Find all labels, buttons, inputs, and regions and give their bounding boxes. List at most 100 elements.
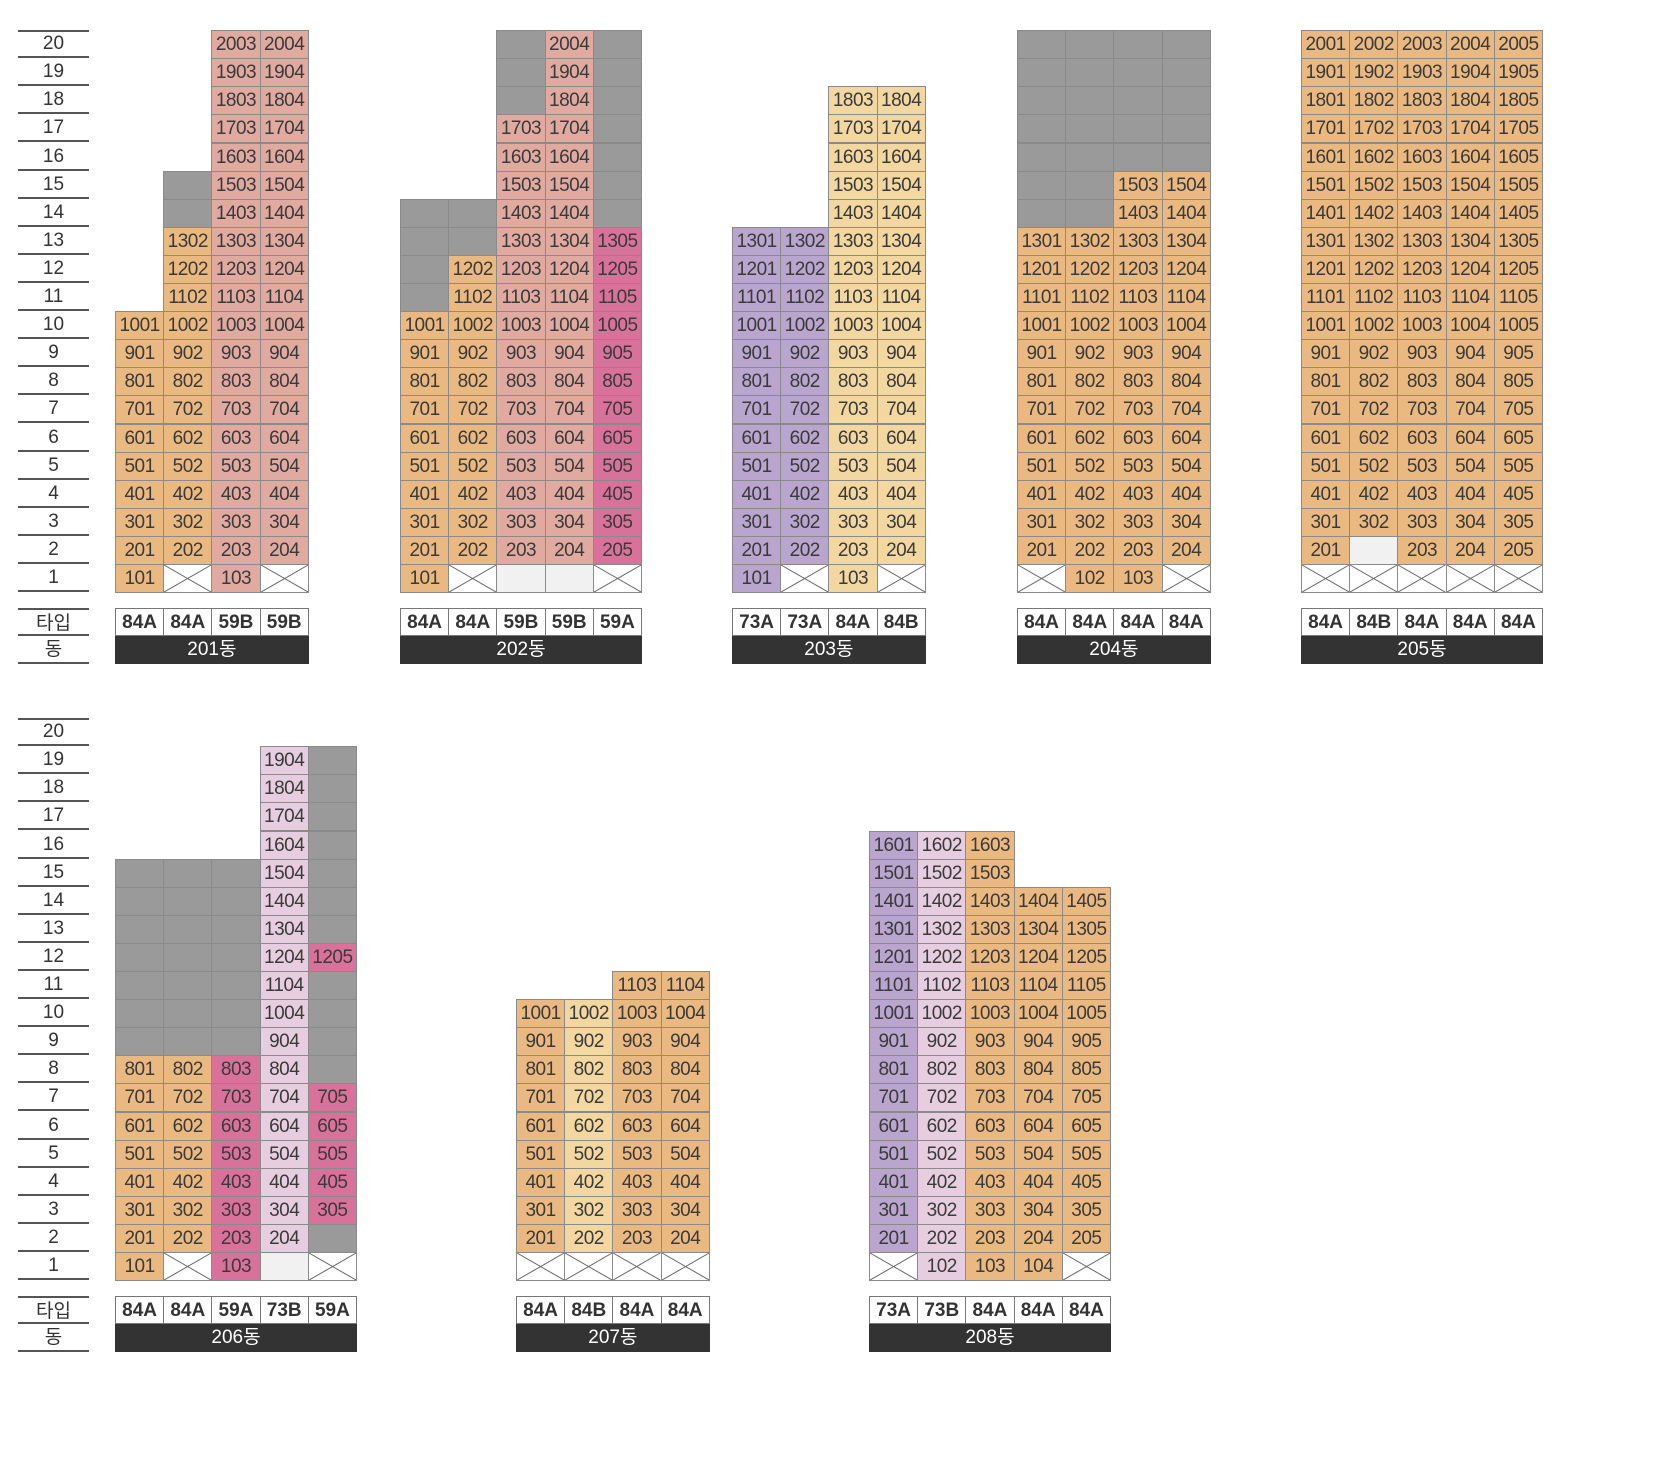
- unit-cell[interactable]: 503: [211, 1139, 261, 1169]
- unit-cell[interactable]: 605: [1493, 423, 1543, 453]
- unit-cell[interactable]: 1905: [1493, 58, 1543, 88]
- unit-cell[interactable]: 1701: [1301, 114, 1351, 144]
- unit-cell[interactable]: 202: [917, 1223, 967, 1253]
- unit-cell[interactable]: 902: [163, 339, 213, 369]
- unit-cell[interactable]: 501: [1017, 451, 1067, 481]
- unit-cell[interactable]: 302: [1349, 507, 1399, 537]
- unit-cell[interactable]: 505: [1061, 1139, 1111, 1169]
- unit-cell[interactable]: 1001: [869, 999, 919, 1029]
- unit-cell[interactable]: 204: [660, 1223, 710, 1253]
- unit-cell[interactable]: 1703: [1397, 114, 1447, 144]
- unit-cell[interactable]: 704: [1161, 395, 1211, 425]
- unit-cell[interactable]: 701: [1301, 395, 1351, 425]
- unit-cell[interactable]: 101: [115, 564, 165, 594]
- unit-cell[interactable]: 1004: [1013, 999, 1063, 1029]
- unit-cell[interactable]: 502: [163, 1139, 213, 1169]
- unit-cell[interactable]: 1303: [496, 226, 546, 256]
- unit-cell[interactable]: 802: [564, 1055, 614, 1085]
- unit-cell[interactable]: 1903: [211, 58, 261, 88]
- unit-cell[interactable]: 403: [496, 479, 546, 509]
- unit-cell[interactable]: 802: [917, 1055, 967, 1085]
- unit-cell[interactable]: 1003: [1397, 311, 1447, 341]
- unit-cell[interactable]: 604: [259, 1111, 309, 1141]
- unit-cell[interactable]: 901: [400, 339, 450, 369]
- unit-cell[interactable]: 702: [780, 395, 830, 425]
- unit-cell[interactable]: 401: [1017, 479, 1067, 509]
- unit-cell[interactable]: 904: [1161, 339, 1211, 369]
- unit-cell[interactable]: 1205: [1061, 942, 1111, 972]
- unit-cell[interactable]: 702: [1065, 395, 1115, 425]
- unit-cell[interactable]: 904: [259, 1027, 309, 1057]
- unit-cell[interactable]: 1103: [965, 971, 1015, 1001]
- unit-cell[interactable]: 505: [307, 1139, 357, 1169]
- unit-cell[interactable]: 603: [828, 423, 878, 453]
- unit-cell[interactable]: 1104: [1445, 283, 1495, 313]
- unit-cell[interactable]: 302: [917, 1195, 967, 1225]
- unit-cell[interactable]: 1201: [732, 254, 782, 284]
- unit-cell[interactable]: 1503: [828, 170, 878, 200]
- unit-cell[interactable]: 405: [307, 1167, 357, 1197]
- unit-cell[interactable]: 804: [660, 1055, 710, 1085]
- unit-cell[interactable]: 1904: [259, 58, 309, 88]
- unit-cell[interactable]: 1704: [259, 802, 309, 832]
- unit-cell[interactable]: 104: [1013, 1252, 1063, 1282]
- unit-cell[interactable]: 203: [211, 535, 261, 565]
- unit-cell[interactable]: 303: [828, 507, 878, 537]
- unit-cell[interactable]: 1704: [876, 114, 926, 144]
- unit-cell[interactable]: 103: [1113, 564, 1163, 594]
- unit-cell[interactable]: 301: [1017, 507, 1067, 537]
- unit-cell[interactable]: 804: [259, 1055, 309, 1085]
- unit-cell[interactable]: 305: [1061, 1195, 1111, 1225]
- unit-cell[interactable]: 702: [1349, 395, 1399, 425]
- unit-cell[interactable]: 403: [1113, 479, 1163, 509]
- unit-cell[interactable]: 404: [544, 479, 594, 509]
- unit-cell[interactable]: 1503: [211, 170, 261, 200]
- unit-cell[interactable]: 903: [965, 1027, 1015, 1057]
- unit-cell[interactable]: 504: [660, 1139, 710, 1169]
- unit-cell[interactable]: 1904: [1445, 58, 1495, 88]
- unit-cell[interactable]: 401: [115, 479, 165, 509]
- unit-cell[interactable]: 1203: [496, 254, 546, 284]
- unit-cell[interactable]: 304: [876, 507, 926, 537]
- unit-cell[interactable]: 504: [876, 451, 926, 481]
- unit-cell[interactable]: 1301: [1017, 226, 1067, 256]
- unit-cell[interactable]: 1002: [1349, 311, 1399, 341]
- unit-cell[interactable]: 1302: [163, 226, 213, 256]
- unit-cell[interactable]: 704: [544, 395, 594, 425]
- unit-cell[interactable]: 704: [259, 395, 309, 425]
- unit-cell[interactable]: 902: [564, 1027, 614, 1057]
- unit-cell[interactable]: 904: [544, 339, 594, 369]
- unit-cell[interactable]: 1103: [1113, 283, 1163, 313]
- unit-cell[interactable]: 1901: [1301, 58, 1351, 88]
- unit-cell[interactable]: 1202: [780, 254, 830, 284]
- unit-cell[interactable]: 204: [544, 535, 594, 565]
- unit-cell[interactable]: 404: [1445, 479, 1495, 509]
- unit-cell[interactable]: 804: [544, 367, 594, 397]
- unit-cell[interactable]: 303: [1113, 507, 1163, 537]
- unit-cell[interactable]: 604: [1161, 423, 1211, 453]
- unit-cell[interactable]: 302: [163, 507, 213, 537]
- unit-cell[interactable]: 1104: [259, 971, 309, 1001]
- unit-cell[interactable]: 203: [1113, 535, 1163, 565]
- unit-cell[interactable]: 1404: [544, 198, 594, 228]
- unit-cell[interactable]: 1503: [1113, 170, 1163, 200]
- unit-cell[interactable]: 1203: [211, 254, 261, 284]
- unit-cell[interactable]: 201: [732, 535, 782, 565]
- unit-cell[interactable]: 1904: [544, 58, 594, 88]
- unit-cell[interactable]: 202: [1065, 535, 1115, 565]
- unit-cell[interactable]: 1104: [876, 283, 926, 313]
- unit-cell[interactable]: 1404: [1013, 886, 1063, 916]
- unit-cell[interactable]: 1604: [876, 142, 926, 172]
- unit-cell[interactable]: 402: [917, 1167, 967, 1197]
- unit-cell[interactable]: 904: [259, 339, 309, 369]
- unit-cell[interactable]: 402: [1065, 479, 1115, 509]
- unit-cell[interactable]: 101: [115, 1252, 165, 1282]
- unit-cell[interactable]: 1205: [307, 942, 357, 972]
- unit-cell[interactable]: 304: [544, 507, 594, 537]
- unit-cell[interactable]: 1302: [1349, 226, 1399, 256]
- unit-cell[interactable]: 601: [869, 1111, 919, 1141]
- unit-cell[interactable]: 1501: [869, 858, 919, 888]
- unit-cell[interactable]: 201: [516, 1223, 566, 1253]
- unit-cell[interactable]: 903: [211, 339, 261, 369]
- unit-cell[interactable]: 1504: [1445, 170, 1495, 200]
